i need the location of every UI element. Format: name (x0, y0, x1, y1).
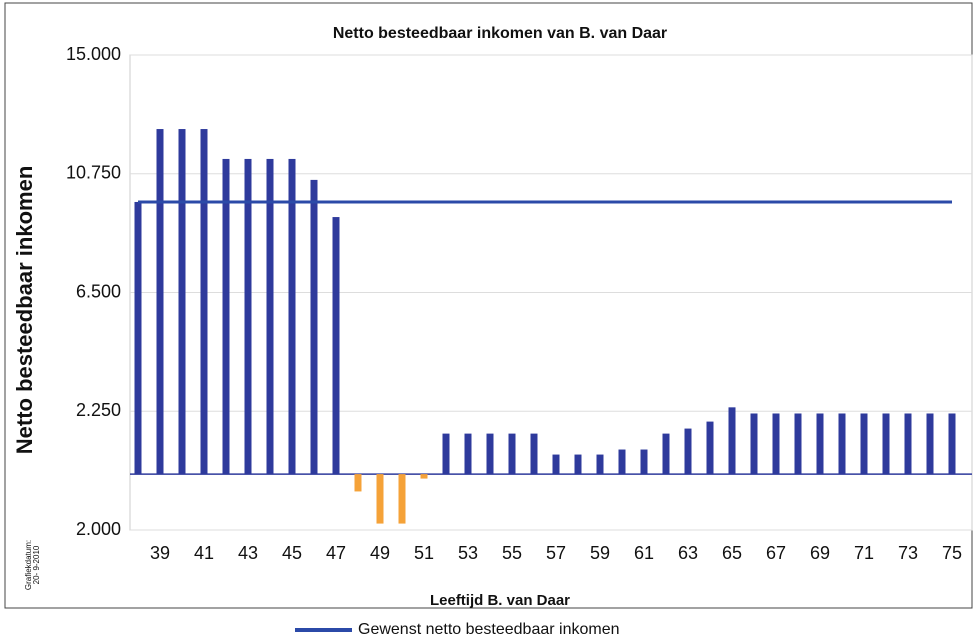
x-tick-label: 39 (150, 543, 170, 563)
bar (530, 433, 538, 475)
y-axis-title: Netto besteedbaar inkomen (12, 166, 37, 455)
bar (200, 129, 208, 475)
x-tick-label: 73 (898, 543, 918, 563)
x-tick-label: 53 (458, 543, 478, 563)
x-tick-label: 43 (238, 543, 258, 563)
bar (398, 474, 406, 524)
bar (816, 413, 824, 475)
legend-label: Gewenst netto besteedbaar inkomen (358, 621, 620, 638)
bar (882, 413, 890, 475)
bar (926, 413, 934, 475)
bar (552, 454, 560, 475)
x-tick-label: 45 (282, 543, 302, 563)
y-tick-label: 2.000 (76, 519, 121, 539)
bar (464, 433, 472, 475)
x-tick-label: 65 (722, 543, 742, 563)
bar (662, 433, 670, 475)
date-note: Grafiekdatum: (24, 540, 33, 590)
bar (508, 433, 516, 475)
bar (244, 158, 252, 475)
y-tick-label: 6.500 (76, 281, 121, 301)
bar (442, 433, 450, 475)
x-tick-label: 61 (634, 543, 654, 563)
x-tick-label: 71 (854, 543, 874, 563)
y-tick-label: 2.250 (76, 400, 121, 420)
bar (860, 413, 868, 475)
bar (332, 217, 340, 475)
bar (486, 433, 494, 475)
x-tick-label: 49 (370, 543, 390, 563)
x-tick-label: 51 (414, 543, 434, 563)
x-tick-label: 47 (326, 543, 346, 563)
bar (728, 407, 736, 475)
bar (684, 428, 692, 475)
bar (772, 413, 780, 475)
bar (354, 474, 362, 492)
x-tick-label: 59 (590, 543, 610, 563)
bar (376, 474, 384, 524)
y-tick-label: 10.750 (66, 163, 121, 183)
bar (288, 158, 296, 475)
bar (706, 421, 714, 475)
bar (948, 413, 956, 475)
x-tick-label: 67 (766, 543, 786, 563)
bar (156, 129, 164, 475)
date-note: 20- 9-2010 (32, 545, 41, 584)
bar (904, 413, 912, 475)
bar (838, 413, 846, 475)
bar (596, 454, 604, 475)
chart-title: Netto besteedbaar inkomen van B. van Daa… (333, 25, 667, 42)
bar (794, 413, 802, 475)
bar (574, 454, 582, 475)
bar (618, 449, 626, 475)
bar (266, 158, 274, 475)
x-tick-label: 69 (810, 543, 830, 563)
x-tick-label: 63 (678, 543, 698, 563)
bar (420, 474, 428, 479)
x-axis-title: Leeftijd B. van Daar (430, 592, 570, 609)
bar (640, 449, 648, 475)
y-tick-label: 15.000 (66, 44, 121, 64)
bar (134, 201, 142, 475)
x-tick-label: 55 (502, 543, 522, 563)
x-tick-label: 41 (194, 543, 214, 563)
x-tick-label: 57 (546, 543, 566, 563)
bar (750, 413, 758, 475)
bar (310, 179, 318, 475)
x-tick-label: 75 (942, 543, 962, 563)
bar (178, 129, 186, 475)
chart-frame (4, 2, 973, 609)
bar (222, 158, 230, 475)
